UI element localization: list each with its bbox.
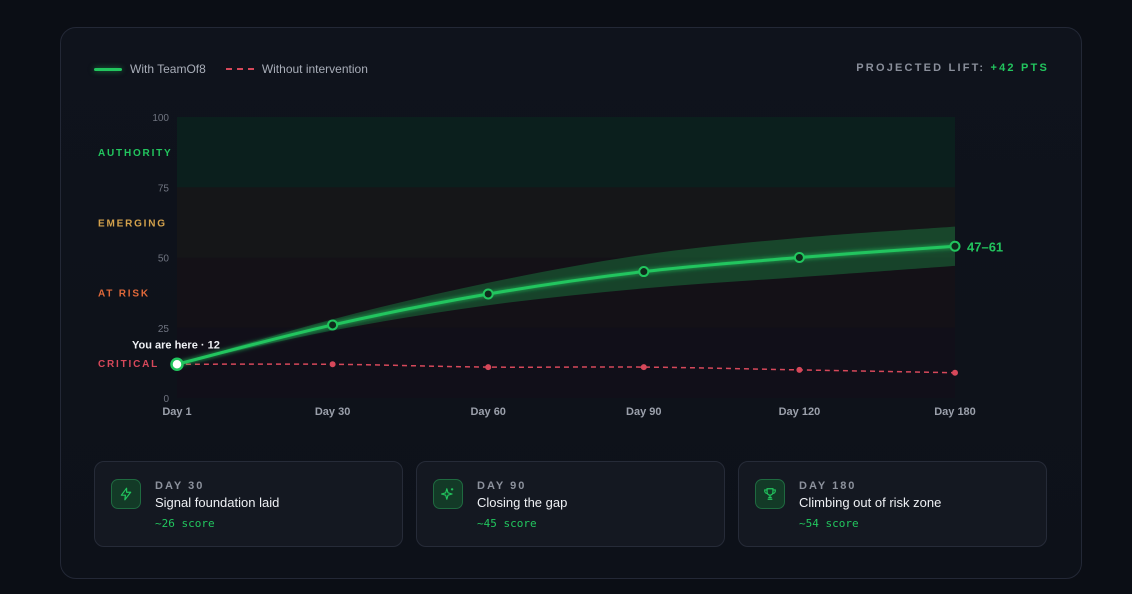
plot-background bbox=[177, 117, 955, 398]
x-tick-label: Day 60 bbox=[470, 406, 505, 418]
projection-panel: With TeamOf8 Without intervention PROJEC… bbox=[60, 27, 1082, 579]
point-with bbox=[638, 266, 650, 278]
point-without bbox=[329, 361, 336, 368]
legend-label-without: Without intervention bbox=[261, 62, 368, 76]
milestone-title: Closing the gap bbox=[477, 495, 568, 510]
lightning-icon bbox=[111, 479, 141, 509]
legend-label-with: With TeamOf8 bbox=[130, 62, 206, 76]
milestone-title: Signal foundation laid bbox=[155, 495, 280, 510]
point-without bbox=[952, 369, 958, 376]
x-tick-label: Day 120 bbox=[779, 406, 821, 418]
point-with bbox=[949, 240, 961, 252]
point-without bbox=[796, 366, 803, 373]
start-point bbox=[170, 357, 184, 372]
milestone-card-day180: DAY 180 Climbing out of risk zone ~54 sc… bbox=[738, 461, 1047, 547]
y-tick-label: 25 bbox=[158, 324, 170, 335]
zone-band bbox=[177, 257, 955, 328]
milestone-card-day30: DAY 30 Signal foundation laid ~26 score bbox=[94, 461, 403, 547]
milestone-cards: DAY 30 Signal foundation laid ~26 score … bbox=[94, 461, 1047, 547]
milestone-score: ~54 score bbox=[799, 517, 859, 530]
point-with bbox=[482, 288, 494, 300]
zone-label: AT RISK bbox=[98, 289, 150, 300]
point-with bbox=[793, 252, 805, 263]
zone-band bbox=[177, 187, 955, 258]
zone-label: CRITICAL bbox=[98, 359, 159, 370]
projected-lift-value: +42 PTS bbox=[990, 62, 1049, 74]
legend-swatch-without bbox=[225, 68, 254, 70]
point-without bbox=[485, 364, 492, 371]
x-tick-label: Day 30 bbox=[315, 406, 350, 418]
zone-band bbox=[177, 327, 955, 398]
y-tick-label: 100 bbox=[152, 113, 169, 124]
milestone-card-day90: DAY 90 Closing the gap ~45 score bbox=[416, 461, 725, 547]
zone-label: EMERGING bbox=[98, 218, 167, 229]
milestone-day: DAY 90 bbox=[477, 480, 527, 492]
milestone-score: ~45 score bbox=[477, 517, 537, 530]
annotation-you-are-here: You are here · 12 bbox=[132, 339, 220, 351]
projected-lift: PROJECTED LIFT: +42 PTS bbox=[856, 62, 1049, 74]
annotation-range-end: 47–61 bbox=[967, 239, 1003, 254]
projection-chart: AUTHORITY EMERGING AT RISK CRITICAL 0 25 50 75 1… bbox=[98, 113, 1003, 418]
trophy-icon bbox=[755, 479, 785, 509]
y-tick-label: 50 bbox=[158, 254, 170, 265]
zone-label: AUTHORITY bbox=[98, 148, 173, 159]
x-tick-label: Day 180 bbox=[934, 406, 976, 418]
y-tick-label: 0 bbox=[163, 394, 169, 405]
legend-swatch-with bbox=[94, 67, 122, 71]
series-line-with bbox=[176, 244, 956, 366]
zone-band bbox=[177, 117, 955, 188]
point-without bbox=[640, 364, 647, 371]
milestone-title: Climbing out of risk zone bbox=[799, 495, 942, 510]
milestone-day: DAY 30 bbox=[155, 480, 205, 492]
projected-lift-label: PROJECTED LIFT: bbox=[856, 62, 986, 74]
milestone-day: DAY 180 bbox=[799, 480, 857, 492]
sparkle-icon bbox=[433, 479, 463, 509]
series-line-without bbox=[176, 363, 956, 374]
y-tick-label: 75 bbox=[158, 183, 170, 194]
x-tick-label: Day 1 bbox=[162, 406, 191, 418]
point-with bbox=[327, 319, 339, 331]
chart-legend: With TeamOf8 Without intervention bbox=[94, 62, 368, 76]
x-tick-label: Day 90 bbox=[626, 406, 661, 418]
milestone-score: ~26 score bbox=[155, 517, 215, 530]
